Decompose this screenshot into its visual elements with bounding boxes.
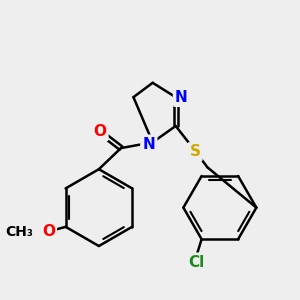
Text: O: O	[42, 224, 55, 239]
Text: Cl: Cl	[189, 255, 205, 270]
Text: CH₃: CH₃	[5, 225, 33, 238]
Text: N: N	[142, 137, 155, 152]
Text: N: N	[175, 90, 188, 105]
Text: O: O	[93, 124, 106, 139]
Text: S: S	[189, 144, 200, 159]
